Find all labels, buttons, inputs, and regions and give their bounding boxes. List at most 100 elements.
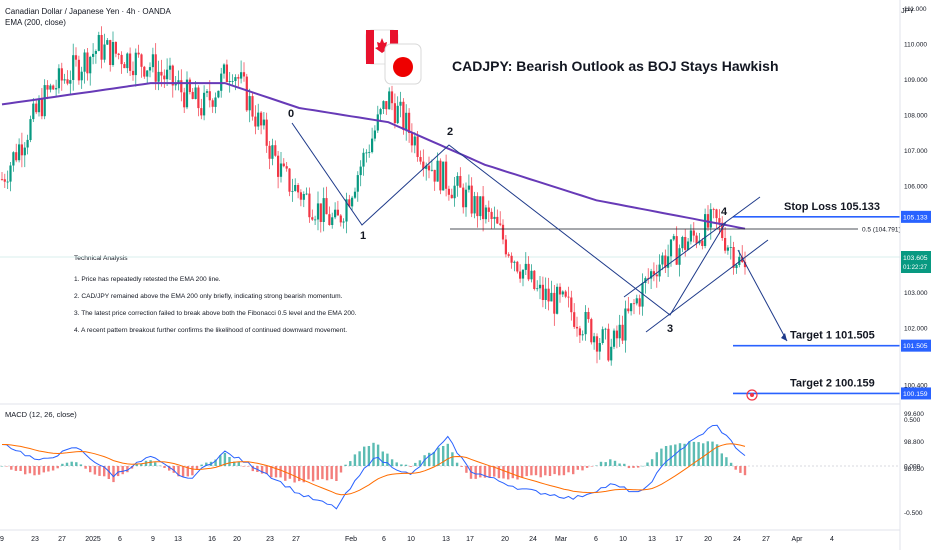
- price-tick-label: 108.000: [904, 113, 928, 120]
- macd-histogram-bar: [0, 466, 4, 467]
- candle-body: [393, 103, 396, 124]
- time-tick-label: 17: [466, 536, 474, 543]
- candle-body: [655, 274, 658, 277]
- macd-histogram-bar: [683, 443, 686, 466]
- macd-histogram-bar: [223, 452, 227, 466]
- macd-histogram-bar: [688, 441, 691, 466]
- analysis-heading: Technical Analysis: [74, 255, 128, 262]
- candle-body: [524, 263, 527, 270]
- price-tick-label: 98.800: [904, 439, 924, 446]
- candle-body: [661, 255, 664, 265]
- macd-histogram-bar: [534, 466, 538, 476]
- candle-body: [538, 284, 542, 289]
- candle-body: [188, 79, 191, 92]
- macd-histogram-bar: [599, 461, 603, 466]
- analysis-point-1: 1. Price has repeatedly retested the EMA…: [74, 275, 221, 283]
- macd-histogram-bar: [409, 466, 412, 467]
- time-tick-label: 6: [118, 536, 122, 543]
- candle-body: [709, 209, 712, 228]
- candle-body: [726, 247, 729, 251]
- candle-body: [621, 324, 624, 341]
- candle-body: [140, 54, 143, 67]
- candle-body: [373, 130, 376, 139]
- macd-histogram-bar: [24, 466, 27, 475]
- macd-histogram-bar: [678, 443, 682, 466]
- price-tick-label: 110.000: [904, 42, 927, 49]
- candle-body: [729, 247, 732, 248]
- candle-body: [692, 230, 695, 236]
- candle-body: [447, 188, 450, 195]
- macd-histogram-bar: [298, 466, 301, 482]
- candle-body: [402, 101, 405, 130]
- candle-body: [37, 99, 41, 113]
- macd-histogram-bar: [595, 465, 598, 466]
- macd-histogram-bar: [191, 466, 194, 476]
- candle-body: [111, 42, 115, 65]
- macd-histogram-bar: [126, 466, 129, 473]
- candle-body: [205, 91, 209, 93]
- candle-body: [225, 64, 228, 82]
- candle-body: [80, 71, 83, 81]
- candle-body: [15, 152, 18, 161]
- candle-body: [245, 76, 248, 111]
- macd-histogram-bar: [10, 466, 13, 470]
- ema-200-line: [1, 82, 746, 230]
- candle-body: [462, 187, 465, 208]
- candle-body: [581, 334, 584, 336]
- candle-body: [254, 116, 257, 127]
- macd-histogram-bar: [655, 452, 658, 466]
- candle-body: [390, 91, 394, 104]
- analysis-point-2: 2. CAD/JPY remained above the EMA 200 on…: [74, 292, 343, 300]
- current-price-text: 103.605: [903, 255, 928, 262]
- macd-histogram-bar: [205, 462, 208, 466]
- candle-body: [299, 192, 302, 200]
- candle-body: [396, 105, 399, 124]
- macd-histogram-bar: [330, 466, 333, 480]
- candle-body: [743, 261, 747, 268]
- macd-histogram-bar: [293, 466, 296, 483]
- candle-body: [314, 219, 317, 221]
- candle-body: [83, 52, 86, 72]
- candle-body: [265, 119, 268, 146]
- macd-histogram-bar: [47, 466, 50, 472]
- candle-body: [100, 35, 103, 60]
- candle-body: [399, 101, 402, 106]
- candle-body: [157, 71, 160, 82]
- candle-body: [547, 288, 550, 302]
- price-tick-label: 109.000: [904, 77, 928, 84]
- macd-histogram-bar: [400, 464, 403, 466]
- time-tick-label: 2025: [85, 536, 101, 543]
- candle-body: [672, 236, 675, 240]
- candle-body: [342, 221, 345, 223]
- candle-body: [257, 112, 260, 127]
- candle-body: [530, 270, 533, 280]
- macd-histogram-bar: [75, 462, 78, 466]
- candle-body: [109, 40, 112, 65]
- macd-histogram-bar: [623, 463, 626, 466]
- stop-loss-label: Stop Loss 105.133: [784, 201, 880, 213]
- macd-histogram-bar: [84, 466, 87, 469]
- price-tick-label: 98.050: [904, 466, 924, 473]
- candle-body: [134, 52, 137, 76]
- time-tick-label: 20: [704, 536, 712, 543]
- macd-histogram-bar: [390, 459, 394, 466]
- candle-body: [94, 51, 97, 54]
- candle-body: [687, 241, 690, 250]
- candle-body: [26, 139, 29, 148]
- candle-body: [487, 207, 490, 212]
- macd-histogram-bar: [446, 443, 449, 466]
- macd-histogram-bar: [251, 466, 254, 472]
- candle-body: [430, 169, 433, 171]
- macd-histogram-bar: [455, 462, 459, 466]
- candle-body: [103, 44, 106, 60]
- candle-body: [46, 85, 49, 90]
- alert-icon[interactable]: [746, 389, 758, 401]
- macd-histogram-bar: [112, 466, 115, 483]
- time-tick-label: 27: [58, 536, 66, 543]
- macd-histogram-bar: [386, 453, 389, 466]
- target-1-badge: [901, 339, 931, 352]
- macd-histogram-bar: [33, 466, 36, 476]
- candle-body: [32, 103, 35, 120]
- time-tick-label: 20: [501, 536, 509, 543]
